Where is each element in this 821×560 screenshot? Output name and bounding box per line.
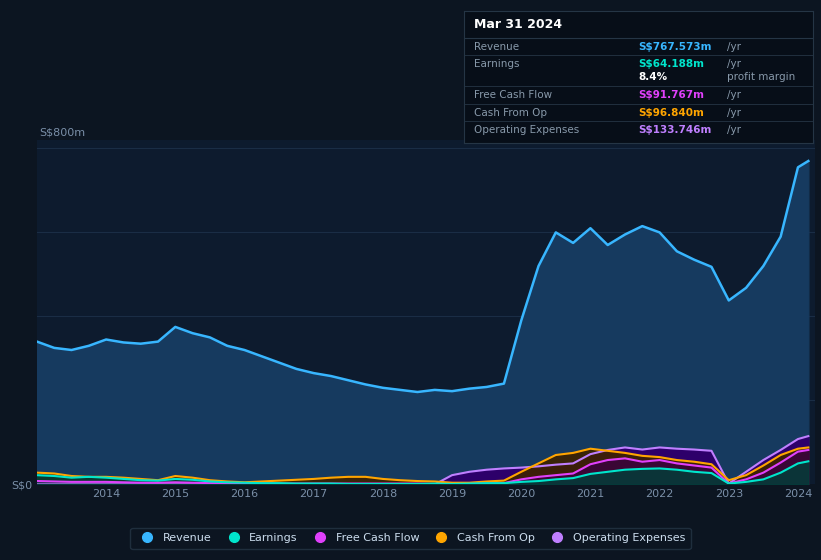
- Text: Earnings: Earnings: [475, 59, 520, 69]
- Text: S$800m: S$800m: [39, 127, 85, 137]
- Text: 8.4%: 8.4%: [639, 72, 667, 82]
- Text: /yr: /yr: [727, 125, 741, 134]
- Text: S$767.573m: S$767.573m: [639, 42, 712, 52]
- Text: Revenue: Revenue: [475, 42, 520, 52]
- Text: /yr: /yr: [727, 90, 741, 100]
- Text: Free Cash Flow: Free Cash Flow: [475, 90, 553, 100]
- Text: Mar 31 2024: Mar 31 2024: [475, 18, 562, 31]
- Text: S$91.767m: S$91.767m: [639, 90, 704, 100]
- Text: /yr: /yr: [727, 42, 741, 52]
- Text: Operating Expenses: Operating Expenses: [475, 125, 580, 134]
- Text: /yr: /yr: [727, 59, 741, 69]
- Text: S$64.188m: S$64.188m: [639, 59, 704, 69]
- Text: /yr: /yr: [727, 108, 741, 118]
- Text: S$133.746m: S$133.746m: [639, 125, 712, 134]
- Text: Cash From Op: Cash From Op: [475, 108, 548, 118]
- Text: profit margin: profit margin: [727, 72, 796, 82]
- Legend: Revenue, Earnings, Free Cash Flow, Cash From Op, Operating Expenses: Revenue, Earnings, Free Cash Flow, Cash …: [131, 528, 690, 549]
- Text: S$96.840m: S$96.840m: [639, 108, 704, 118]
